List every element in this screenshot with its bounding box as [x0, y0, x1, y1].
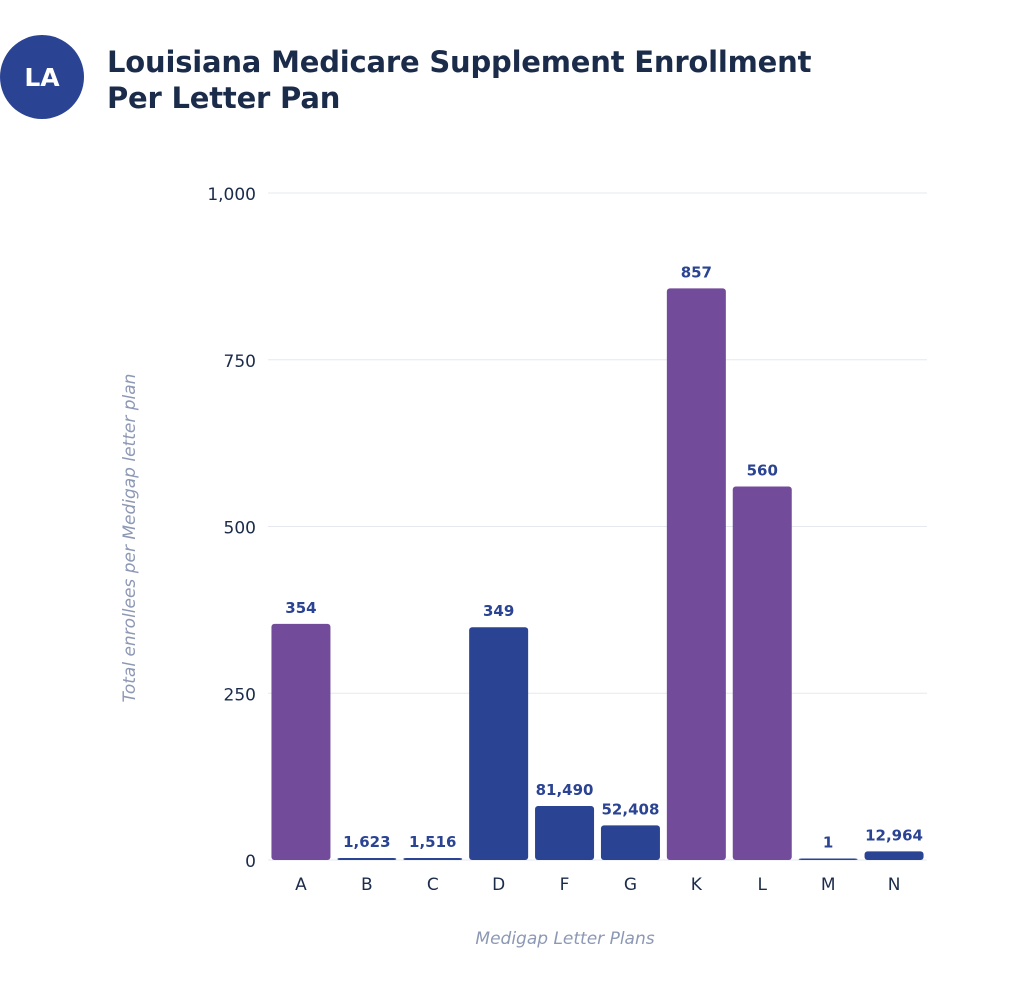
chart-title-line-2: Per Letter Pan [107, 81, 341, 115]
x-tick-label-m: M [821, 875, 836, 895]
x-tick-label-l: L [758, 875, 768, 895]
bar-d [469, 627, 529, 860]
data-label-f: 81,490 [536, 781, 594, 799]
bar-a [271, 623, 331, 860]
bar-m [798, 858, 858, 860]
bars [271, 288, 924, 861]
x-axis-title: Medigap Letter Plans [475, 929, 654, 949]
bar-f [535, 805, 595, 860]
gridlines [268, 192, 927, 861]
data-label-a: 354 [285, 599, 316, 617]
y-axis-ticks: 0 250 500 750 1,000 [207, 185, 256, 872]
data-label-c: 1,516 [409, 833, 456, 851]
y-tick-label: 0 [245, 852, 256, 872]
x-tick-label-b: B [361, 875, 373, 895]
x-tick-label-c: C [427, 875, 439, 895]
y-axis-title: Total enrollees per Medigap letter plan [120, 374, 140, 703]
data-label-n: 12,964 [865, 826, 923, 844]
data-label-d: 349 [483, 602, 514, 620]
data-label-g: 52,408 [602, 800, 660, 818]
bar-l [732, 486, 792, 860]
x-tick-label-n: N [888, 875, 901, 895]
y-tick-label: 500 [224, 519, 256, 539]
bar-g [600, 825, 660, 860]
bar-k [666, 288, 726, 861]
chart-title-line-1: Louisiana Medicare Supplement Enrollment [107, 45, 812, 79]
state-badge: LA [0, 35, 84, 119]
data-label-l: 560 [747, 461, 778, 479]
x-tick-label-f: F [560, 875, 570, 895]
x-tick-label-a: A [295, 875, 307, 895]
data-label-k: 857 [681, 263, 712, 281]
y-tick-label: 1,000 [207, 185, 256, 205]
data-label-m: 1 [823, 834, 833, 852]
data-labels: 354 1,623 1,516 349 81,490 52,408 857 560 1 12,96… [285, 263, 923, 851]
x-tick-label-g: G [624, 875, 637, 895]
y-tick-label: 750 [224, 352, 256, 372]
y-tick-label: 250 [224, 685, 256, 705]
bar-c [403, 857, 463, 860]
x-tick-label-k: K [691, 875, 703, 895]
bar-n [864, 851, 924, 860]
bar-b [337, 857, 397, 860]
chart-title: Louisiana Medicare Supplement Enrollment… [107, 44, 1007, 116]
x-tick-label-d: D [492, 875, 505, 895]
data-label-b: 1,623 [343, 833, 390, 851]
